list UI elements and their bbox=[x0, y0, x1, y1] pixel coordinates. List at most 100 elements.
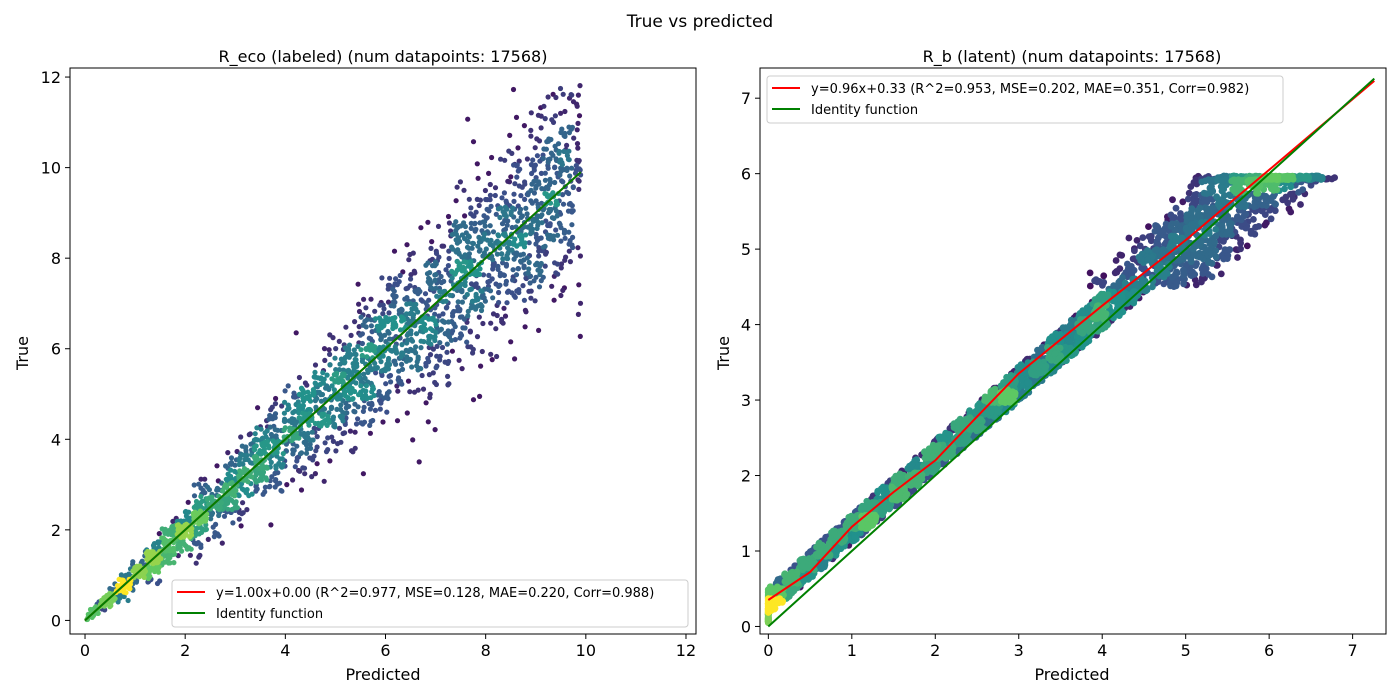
scatter-point bbox=[1250, 216, 1257, 223]
scatter-point bbox=[526, 240, 532, 246]
scatter-point bbox=[502, 157, 508, 163]
scatter-point bbox=[1112, 257, 1120, 264]
scatter-point bbox=[518, 214, 524, 220]
scatter-point bbox=[296, 435, 302, 441]
scatter-point bbox=[404, 410, 410, 416]
scatter-point bbox=[196, 502, 202, 508]
scatter-point bbox=[1194, 197, 1201, 204]
scatter-point bbox=[1047, 356, 1055, 364]
scatter-point bbox=[529, 200, 535, 206]
scatter-point bbox=[528, 127, 534, 133]
scatter-point bbox=[465, 239, 471, 245]
scatter-point bbox=[504, 206, 510, 212]
scatter-point bbox=[533, 262, 539, 268]
scatter-point bbox=[1065, 336, 1073, 344]
scatter-point bbox=[559, 178, 565, 184]
scatter-point bbox=[495, 266, 501, 272]
scatter-point bbox=[577, 300, 584, 306]
scatter-point bbox=[502, 231, 508, 237]
scatter-point bbox=[559, 162, 566, 168]
scatter-point bbox=[303, 450, 310, 456]
scatter-point bbox=[443, 298, 449, 304]
scatter-point bbox=[243, 490, 249, 496]
scatter-point bbox=[552, 113, 559, 119]
scatter-point bbox=[348, 332, 354, 338]
scatter-point bbox=[287, 428, 293, 434]
scatter-point bbox=[457, 335, 463, 341]
scatter-point bbox=[1209, 204, 1217, 212]
scatter-point bbox=[320, 370, 326, 376]
scatter-point bbox=[355, 281, 361, 287]
scatter-point bbox=[1055, 355, 1063, 363]
scatter-point bbox=[1218, 187, 1226, 195]
scatter-point bbox=[312, 369, 318, 375]
scatter-point bbox=[302, 471, 308, 477]
scatter-point bbox=[515, 145, 521, 151]
scatter-point bbox=[1207, 250, 1215, 258]
scatter-point bbox=[1030, 362, 1038, 370]
scatter-point bbox=[445, 213, 452, 220]
legend-label-fit-reco: y=1.00x+0.00 (R^2=0.977, MSE=0.128, MAE=… bbox=[216, 586, 654, 601]
scatter-point bbox=[560, 91, 566, 97]
scatter-point bbox=[407, 346, 414, 352]
scatter-point bbox=[522, 307, 529, 313]
scatter-point bbox=[509, 150, 515, 156]
scatter-point bbox=[406, 257, 412, 263]
scatter-point bbox=[465, 116, 471, 122]
scatter-point bbox=[1187, 208, 1195, 216]
scatter-point bbox=[193, 498, 200, 505]
scatter-point bbox=[1086, 269, 1094, 277]
scatter-point bbox=[282, 388, 288, 394]
scatter-point bbox=[496, 299, 502, 306]
scatter-point bbox=[313, 448, 319, 454]
scatter-point bbox=[557, 172, 563, 178]
scatter-point bbox=[467, 328, 473, 334]
scatter-point bbox=[377, 406, 383, 412]
scatter-point bbox=[1226, 221, 1233, 229]
scatter-point bbox=[455, 299, 461, 305]
scatter-point bbox=[566, 248, 572, 254]
scatter-point bbox=[336, 425, 343, 431]
scatter-point bbox=[346, 403, 352, 409]
scatter-point bbox=[314, 434, 320, 440]
scatter-point bbox=[409, 317, 415, 323]
scatter-point bbox=[1272, 200, 1279, 208]
scatter-point bbox=[906, 463, 914, 471]
scatter-point bbox=[228, 455, 235, 461]
scatter-point bbox=[345, 375, 351, 381]
scatter-point bbox=[335, 441, 341, 447]
scatter-point bbox=[430, 370, 436, 376]
scatter-point bbox=[370, 417, 376, 424]
scatter-point bbox=[496, 233, 502, 239]
scatter-point bbox=[387, 372, 394, 379]
scatter-point bbox=[278, 463, 284, 469]
scatter-point bbox=[117, 595, 123, 601]
scatter-point bbox=[570, 244, 576, 251]
scatter-point bbox=[492, 192, 498, 199]
scatter-point bbox=[332, 355, 338, 361]
x-tick-label: 2 bbox=[180, 641, 190, 660]
scatter-point bbox=[352, 429, 358, 435]
scatter-point bbox=[1160, 227, 1168, 235]
scatter-point bbox=[507, 132, 513, 138]
scatter-point bbox=[1179, 198, 1187, 206]
scatter-point bbox=[407, 283, 413, 289]
scatter-point bbox=[358, 314, 364, 320]
scatter-point bbox=[1198, 178, 1206, 186]
scatter-point bbox=[445, 263, 451, 269]
scatter-point bbox=[377, 302, 383, 308]
scatter-point bbox=[1211, 238, 1218, 246]
scatter-point bbox=[331, 421, 338, 427]
scatter-point bbox=[513, 114, 520, 120]
scatter-point bbox=[528, 295, 534, 301]
x-tick-label: 10 bbox=[576, 641, 596, 660]
scatter-point bbox=[569, 92, 575, 98]
scatter-point bbox=[498, 156, 504, 162]
scatter-point bbox=[322, 357, 328, 363]
scatter-point bbox=[470, 139, 477, 145]
scatter-point bbox=[338, 402, 344, 408]
scatter-point bbox=[191, 540, 198, 546]
scatter-point bbox=[415, 286, 422, 293]
scatter-point bbox=[512, 181, 518, 187]
scatter-point bbox=[1116, 265, 1124, 272]
